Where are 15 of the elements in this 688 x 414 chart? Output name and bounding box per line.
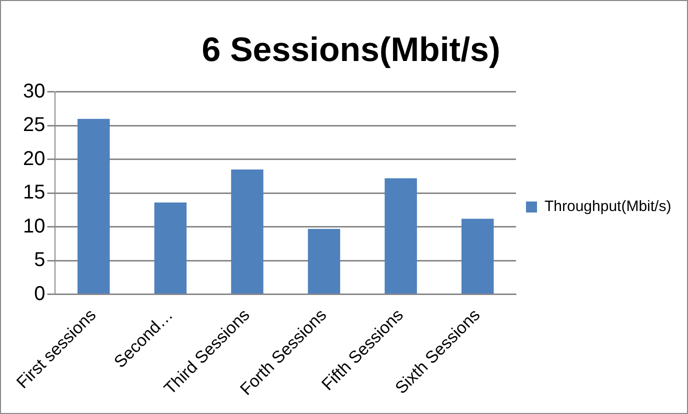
bar bbox=[384, 178, 417, 294]
y-tick-label: 5 bbox=[34, 249, 46, 272]
y-tick-label: 10 bbox=[22, 215, 46, 238]
y-tick-label: 25 bbox=[22, 114, 46, 136]
legend-label: Throughput(Mbit/s) bbox=[544, 198, 672, 216]
y-tick-label: 30 bbox=[22, 80, 46, 102]
chart-title: 6 Sessions(Mbit/s) bbox=[202, 30, 500, 69]
bar bbox=[308, 228, 340, 294]
y-tick-label: 20 bbox=[22, 148, 46, 170]
y-tick-label: 0 bbox=[34, 282, 46, 305]
bar bbox=[78, 118, 110, 294]
y-tick-label: 15 bbox=[22, 182, 46, 204]
bar bbox=[461, 218, 494, 294]
bar bbox=[154, 202, 187, 294]
bar bbox=[231, 169, 264, 294]
